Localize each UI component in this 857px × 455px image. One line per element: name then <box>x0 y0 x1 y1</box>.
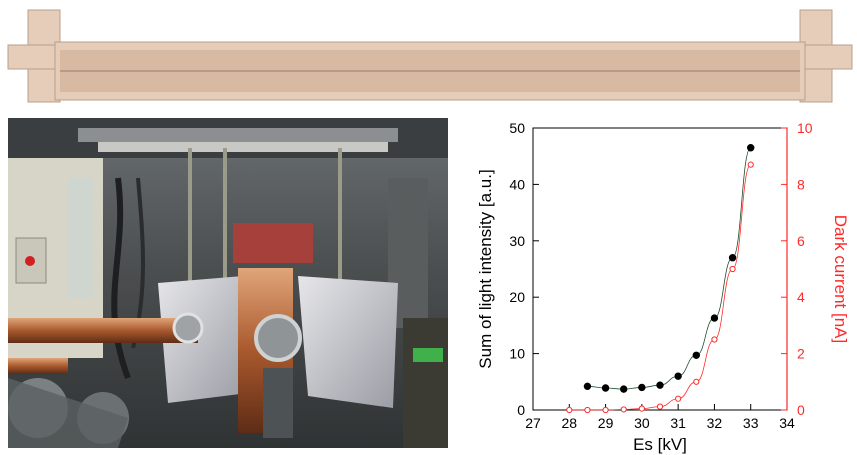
plot-frame <box>532 127 788 411</box>
data-point-left <box>601 384 610 392</box>
data-points <box>566 144 755 414</box>
data-point-left <box>674 372 682 380</box>
fit-lines <box>569 147 752 411</box>
y-tick-label-left: 40 <box>509 176 525 192</box>
y-axis-right: 0 2 4 6 8 10 <box>781 120 813 418</box>
data-point-left <box>620 385 628 393</box>
x-tick-label: 33 <box>743 415 759 431</box>
data-point-right <box>602 406 609 414</box>
data-point-right <box>747 161 754 168</box>
data-point-left <box>728 254 737 262</box>
data-point-right <box>584 406 591 414</box>
y-tick-label-left: 50 <box>509 120 525 136</box>
data-point-left <box>747 144 755 152</box>
y-tick-label-right: 8 <box>797 176 805 192</box>
x-axis: 27 28 29 30 31 32 33 34 <box>525 404 795 431</box>
x-axis-label: Es [kV] <box>633 435 687 454</box>
data-point-right <box>620 406 627 413</box>
y-tick-label-left: 20 <box>509 289 525 305</box>
plot-area <box>532 127 788 411</box>
data-point-left <box>656 381 664 389</box>
data-point-right <box>656 403 664 410</box>
accelerator-structure-drawing <box>7 9 853 103</box>
x-tick-label: 32 <box>707 415 723 431</box>
y-tick-label-left: 0 <box>517 402 525 418</box>
x-tick-label: 34 <box>779 415 795 431</box>
series-line-right <box>569 164 752 411</box>
data-point-left <box>692 351 700 359</box>
y-axis-left: 0 10 20 30 40 50 <box>509 120 539 418</box>
data-point-left <box>638 383 646 392</box>
data-point-right <box>675 395 682 402</box>
data-point-left <box>710 314 719 322</box>
data-point-right <box>693 378 700 385</box>
x-tick-label: 27 <box>525 415 541 431</box>
x-tick-label: 28 <box>561 415 577 431</box>
y-tick-label-right: 6 <box>797 233 805 249</box>
beamline-photo <box>8 118 448 448</box>
data-point-right <box>711 336 718 343</box>
data-point-right <box>729 265 736 273</box>
data-point-right <box>566 406 573 414</box>
y-tick-label-right: 0 <box>797 402 805 418</box>
x-tick-label: 30 <box>634 415 650 431</box>
y-tick-label-left: 10 <box>509 346 525 362</box>
data-point-right <box>638 405 645 412</box>
x-tick-label: 29 <box>598 415 614 431</box>
x-tick-label: 31 <box>670 415 686 431</box>
y-axis-left-label: Sum of light intensity [a.u.] <box>476 169 495 368</box>
series-line-left <box>587 147 752 390</box>
y-axis-right-label: Dark current [nA] <box>831 215 850 344</box>
chart: 27 28 29 30 31 32 33 34 0 10 20 30 40 50 0 2 4 6 8 10 Es … <box>476 120 850 454</box>
y-tick-label-right: 4 <box>797 289 805 305</box>
y-tick-label-left: 30 <box>509 233 525 249</box>
data-point-left <box>583 382 592 391</box>
y-tick-label-right: 10 <box>797 120 813 136</box>
y-tick-label-right: 2 <box>797 346 805 362</box>
